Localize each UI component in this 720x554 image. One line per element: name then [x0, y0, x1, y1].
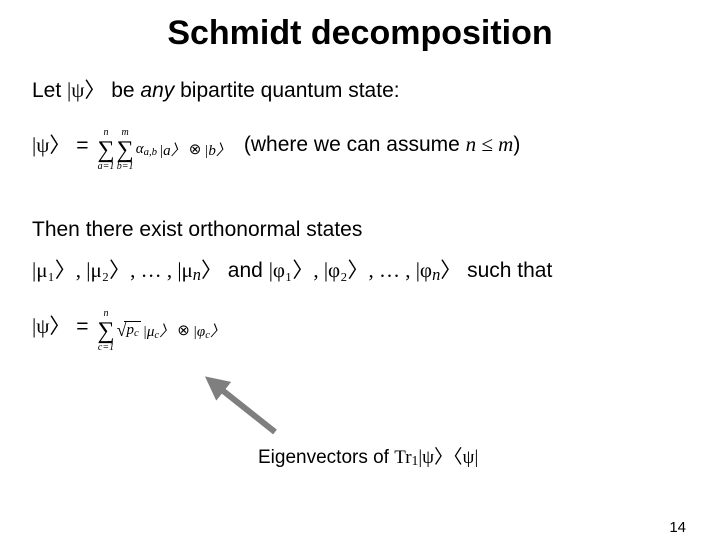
mu-sym: |μ: [143, 324, 155, 340]
eq2-formula: n ∑ c=1 √ pc |μc〉 ⊗ |φc〉: [96, 298, 226, 353]
p-sub: c: [134, 327, 139, 339]
mu-ket-close: 〉: [159, 324, 174, 340]
phi-ket-close: 〉: [210, 324, 225, 340]
phi-close: 〉: [440, 258, 461, 282]
sum-b-upper: m: [122, 128, 129, 138]
eigenvector-caption: Eigenvectors of Tr1|ψ〉〈ψ|: [258, 442, 478, 469]
eq1-ket-a: |a〉: [159, 139, 186, 160]
intro-any: any: [140, 79, 174, 102]
intro-prefix: Let: [32, 79, 67, 102]
ortho-line-2: |μ₁〉, |μ₂〉, … , |μn〉 and |φ₁〉, |φ₂〉, … ,…: [32, 255, 688, 288]
eq2-psi: |ψ〉: [32, 314, 70, 338]
trace-op: Tr1: [394, 447, 418, 468]
phi-sym: |φ: [193, 324, 205, 340]
ortho-line-1: Then there exist orthonormal states: [32, 214, 688, 246]
eq2-lhs: |ψ〉 =: [32, 310, 88, 340]
sqrt-pc: √ pc: [117, 320, 141, 341]
title-text: Schmidt decomposition: [167, 14, 552, 52]
eq1-note-suffix: ): [513, 133, 520, 156]
caption-prefix: Eigenvectors of: [258, 447, 394, 468]
sum-a-upper: n: [104, 128, 109, 138]
eq1-eq: =: [70, 134, 88, 157]
sum-b-lower: b=1: [117, 162, 134, 172]
slide-content: Let |ψ〉 be any bipartite quantum state: …: [0, 75, 720, 353]
tr-text: Tr: [394, 447, 411, 468]
mu-n: n: [193, 265, 201, 284]
tensor-icon-2: ⊗: [177, 321, 190, 340]
ortho-text: Then there exist orthonormal states: [32, 218, 362, 241]
p-sym: p: [126, 322, 134, 338]
such-that: such that: [461, 259, 552, 282]
phi-list: |φ₁〉, |φ₂〉, … , |φ: [269, 258, 432, 282]
caption-op: |ψ〉〈ψ|: [418, 447, 478, 468]
eq2-ket-mu: |μc〉: [143, 320, 174, 341]
eq1-note-prefix: (where we can assume: [244, 133, 466, 156]
psi-ket: |ψ〉: [67, 78, 105, 102]
eq1-lhs: |ψ〉 =: [32, 129, 88, 159]
eq1-psi: |ψ〉: [32, 133, 70, 157]
page-number-value: 14: [669, 519, 686, 536]
eq1-coef: αa,b: [136, 141, 157, 158]
intro-line: Let |ψ〉 be any bipartite quantum state:: [32, 75, 688, 107]
page-number: 14: [669, 519, 686, 536]
eq1-ket-b: |b〉: [204, 139, 231, 160]
sum-b: m ∑ b=1: [117, 128, 134, 172]
eq2-eq: =: [70, 315, 88, 338]
sum-c: n ∑ c=1: [97, 309, 114, 353]
tensor-icon: ⊗: [189, 140, 202, 159]
eq2-ket-phi: |φc〉: [193, 320, 225, 341]
spacer: [32, 186, 688, 214]
slide-title: Schmidt decomposition: [0, 14, 720, 53]
eq1-formula: n ∑ a=1 m ∑ b=1 αa,b |a〉 ⊗ |b〉: [96, 117, 231, 172]
and-word: and: [222, 259, 269, 282]
alpha: α: [136, 141, 144, 157]
intro-suffix: bipartite quantum state:: [174, 79, 399, 102]
sum-a-lower: a=1: [98, 162, 115, 172]
equation-2: |ψ〉 = n ∑ c=1 √ pc |μc〉 ⊗ |φc〉: [32, 298, 688, 353]
mu-close: 〉: [201, 258, 222, 282]
intro-mid: be: [105, 79, 140, 102]
mu-list: |μ₁〉, |μ₂〉, … , |μ: [32, 258, 193, 282]
sum-c-lower: c=1: [98, 343, 114, 353]
eq1-note: (where we can assume n ≤ m): [244, 132, 520, 157]
alpha-sub: a,b: [144, 146, 158, 158]
eq1-note-rel: n ≤ m: [466, 132, 514, 156]
sum-a: n ∑ a=1: [97, 128, 114, 172]
equation-1: |ψ〉 = n ∑ a=1 m ∑ b=1 αa,b |a〉 ⊗ |b〉: [32, 117, 688, 172]
